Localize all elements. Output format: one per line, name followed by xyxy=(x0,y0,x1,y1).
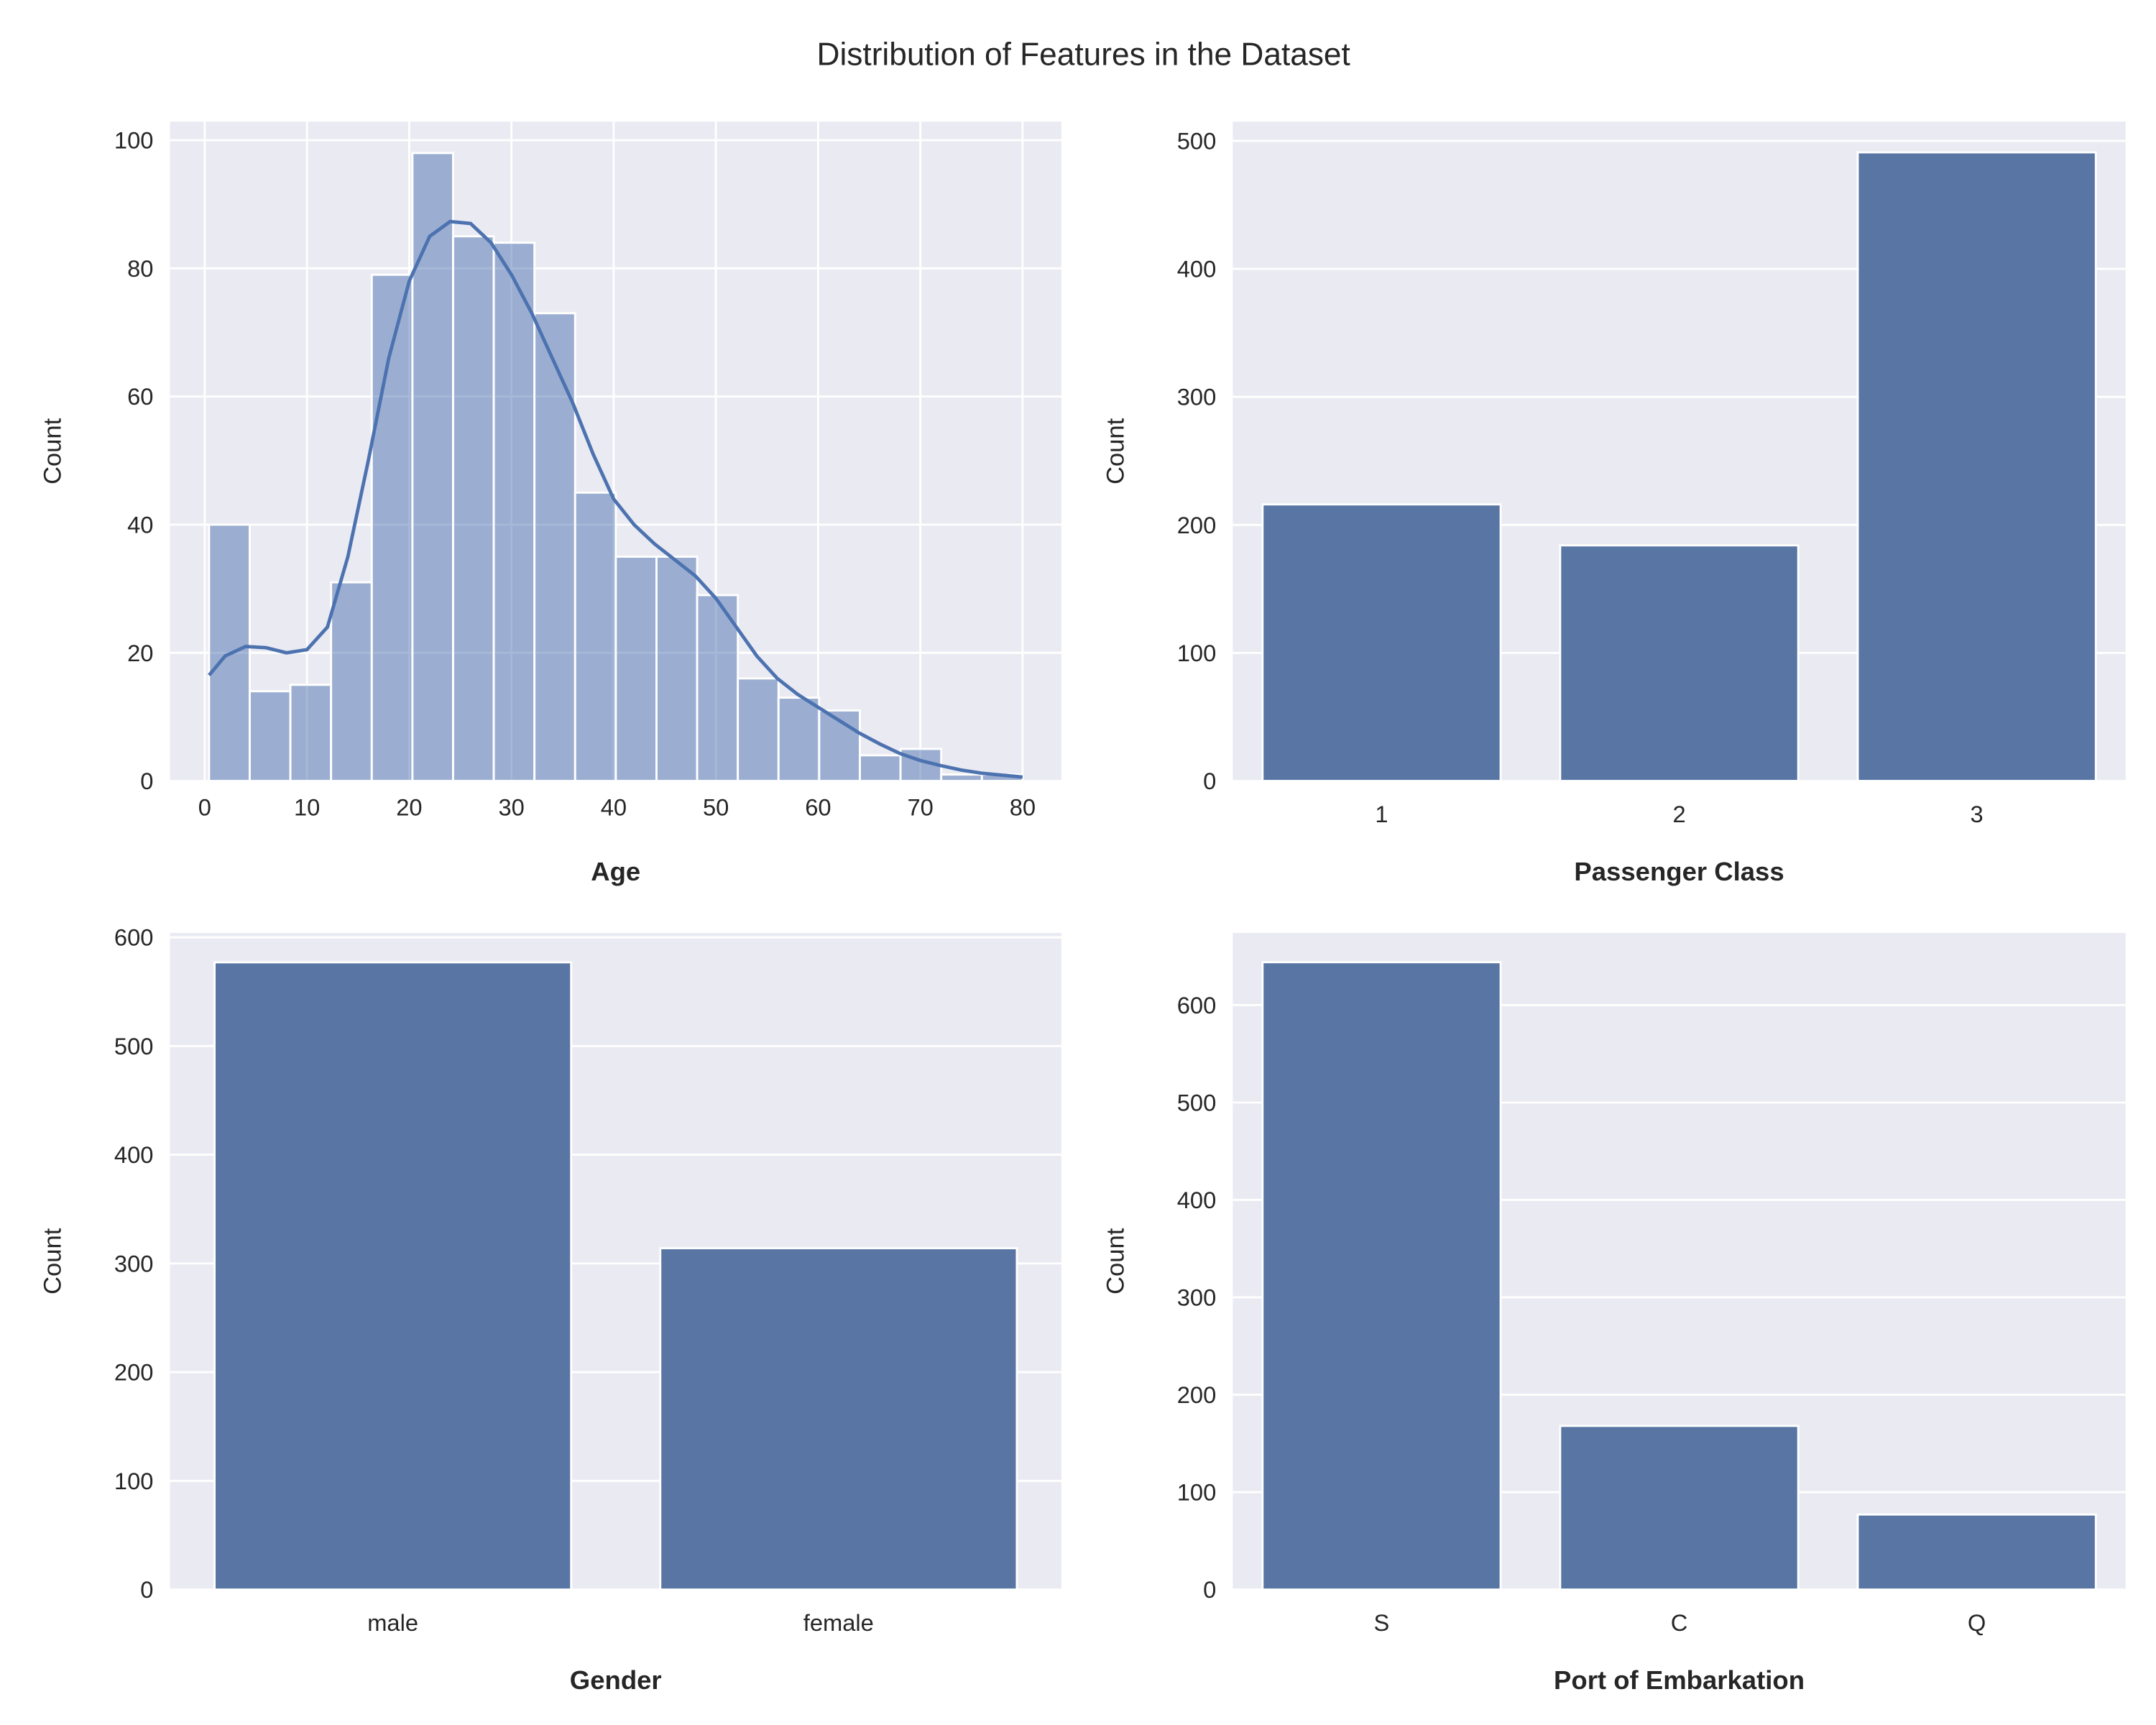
subplot-2: 1 2 3 0 100 200 300 400 500 Passenger Class Count xyxy=(1102,121,2126,886)
histogram-bar xyxy=(492,242,536,782)
y-tick-label: 300 xyxy=(1177,384,1217,410)
x-tick-label: 2 xyxy=(1672,801,1685,827)
histogram-bar xyxy=(533,312,576,782)
bar-male xyxy=(213,961,573,1591)
x-tick-label: female xyxy=(803,1609,874,1636)
x-tick-label: 3 xyxy=(1971,801,1984,827)
subplot-1: 0 10 20 30 40 50 60 70 80 0 20 40 60 80 100 Age Count xyxy=(40,121,1061,886)
y-axis-label: Count xyxy=(1102,1228,1129,1294)
y-tick-label: 200 xyxy=(114,1359,154,1386)
histogram-bar xyxy=(655,556,699,782)
y-tick-label: 20 xyxy=(127,640,153,666)
x-tick-label: C xyxy=(1671,1609,1688,1636)
x-tick-label: 10 xyxy=(294,794,320,821)
x-tick-label: Q xyxy=(1968,1609,1986,1636)
x-tick-label: 70 xyxy=(907,794,933,821)
figure-title: Distribution of Features in the Dataset xyxy=(817,37,1350,72)
y-tick-label: 400 xyxy=(1177,256,1217,282)
y-tick-label: 40 xyxy=(127,511,153,538)
histogram-bar xyxy=(859,754,902,782)
y-tick-label: 100 xyxy=(114,1468,154,1494)
x-tick-label: male xyxy=(367,1609,418,1636)
bar-S xyxy=(1261,961,1502,1591)
y-tick-label: 200 xyxy=(1177,512,1217,538)
y-tick-label: 100 xyxy=(1177,640,1217,666)
x-tick-label: S xyxy=(1374,1609,1390,1636)
histogram-bar xyxy=(411,152,454,782)
y-tick-label: 400 xyxy=(1177,1187,1217,1213)
histogram-bar xyxy=(370,273,414,782)
x-tick-label: 0 xyxy=(198,794,211,821)
y-tick-label: 100 xyxy=(1177,1479,1217,1506)
y-tick-label: 0 xyxy=(140,768,153,794)
y-tick-label: 500 xyxy=(1177,127,1217,154)
y-tick-label: 600 xyxy=(1177,992,1217,1018)
histogram-bar xyxy=(289,684,333,782)
y-axis-label: Count xyxy=(1102,418,1129,484)
bar-3 xyxy=(1856,151,2097,782)
y-tick-label: 300 xyxy=(114,1250,154,1276)
histogram-bar xyxy=(777,696,821,782)
bar-female xyxy=(659,1247,1018,1591)
x-tick-label: 60 xyxy=(805,794,831,821)
histogram-bar xyxy=(573,491,617,782)
y-tick-label: 80 xyxy=(127,255,153,282)
x-axis-label: Gender xyxy=(570,1665,662,1695)
y-tick-label: 600 xyxy=(114,924,154,951)
x-tick-label: 40 xyxy=(601,794,627,821)
y-tick-label: 500 xyxy=(1177,1089,1217,1116)
x-tick-label: 50 xyxy=(703,794,729,821)
subplot-4: S C Q 0 100 200 300 400 500 600 Port of Embarkatio… xyxy=(1102,933,2126,1695)
histogram-bar xyxy=(737,677,780,782)
bar-C xyxy=(1559,1425,1800,1591)
histogram-bar xyxy=(614,556,658,782)
kde-line xyxy=(208,219,1023,779)
subplot-3: male female 0 100 200 300 400 500 600 Gender Count xyxy=(40,924,1061,1695)
y-tick-label: 200 xyxy=(1177,1381,1217,1408)
bar-2 xyxy=(1559,544,1800,782)
y-tick-label: 400 xyxy=(114,1141,154,1168)
y-tick-label: 100 xyxy=(114,127,154,154)
histogram-bar xyxy=(452,235,495,782)
histogram-bar xyxy=(940,773,983,782)
y-tick-label: 300 xyxy=(1177,1284,1217,1310)
bar-Q xyxy=(1856,1513,2097,1591)
x-tick-label: 80 xyxy=(1010,794,1036,821)
x-axis-label: Passenger Class xyxy=(1574,857,1784,886)
histogram-bar xyxy=(249,690,292,782)
y-tick-label: 0 xyxy=(1203,768,1216,794)
y-tick-label: 0 xyxy=(1203,1576,1216,1603)
x-tick-label: 1 xyxy=(1375,801,1388,827)
bar-1 xyxy=(1261,503,1502,782)
y-axis-label: Count xyxy=(40,1228,67,1294)
histogram-bar xyxy=(330,581,373,782)
y-tick-label: 0 xyxy=(140,1576,153,1603)
y-tick-label: 500 xyxy=(114,1033,154,1059)
x-axis-label: Port of Embarkation xyxy=(1554,1665,1805,1695)
y-axis-label: Count xyxy=(40,418,67,484)
y-tick-label: 60 xyxy=(127,383,153,410)
x-tick-label: 30 xyxy=(498,794,524,821)
x-tick-label: 20 xyxy=(396,794,422,821)
x-axis-label: Age xyxy=(591,857,640,886)
